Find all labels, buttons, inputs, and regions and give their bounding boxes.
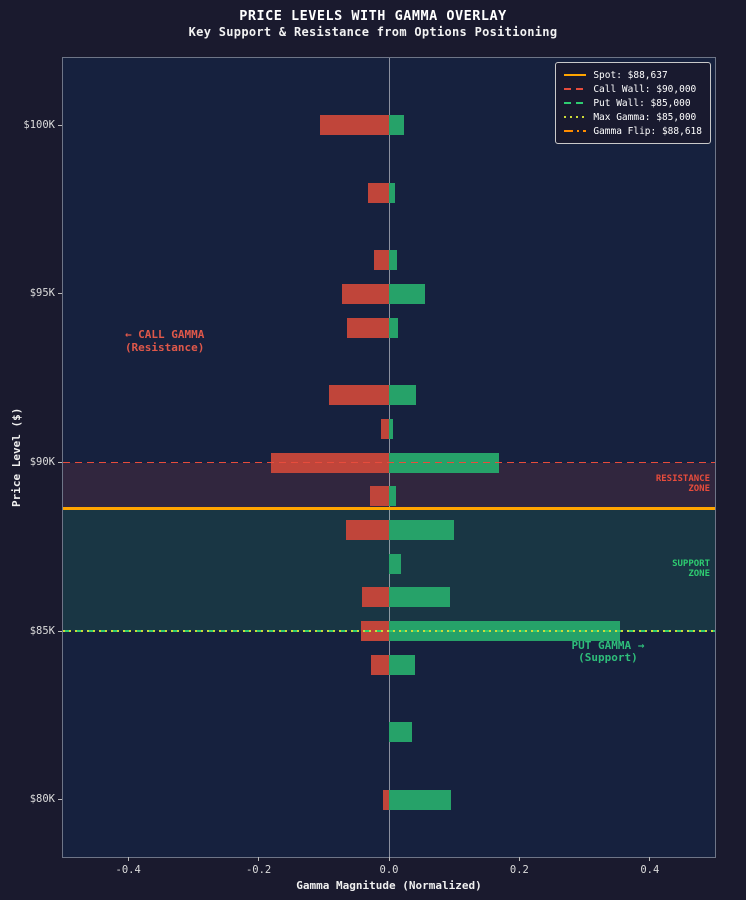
legend-label: Call Wall: $90,000 [593, 83, 697, 95]
put-gamma-bar [389, 115, 404, 136]
put-gamma-annotation: PUT GAMMA → (Support) [571, 638, 645, 665]
support-zone-label: SUPPORT ZONE [672, 558, 710, 579]
y-tick-label: $95K [29, 287, 55, 300]
x-tick-mark [518, 857, 520, 861]
resistance-zone-label: RESISTANCE ZONE [655, 474, 710, 495]
put-gamma-bar [389, 587, 450, 608]
y-tick-mark [58, 462, 62, 464]
legend-label: Max Gamma: $85,000 [593, 111, 697, 123]
legend-label: Spot: $88,637 [593, 69, 668, 81]
put-gamma-bar [389, 250, 397, 271]
legend-line-sample [564, 73, 587, 77]
call-gamma-bar [383, 789, 389, 810]
call-gamma-bar [345, 519, 389, 540]
x-tick-mark [127, 857, 129, 861]
put-gamma-bar [389, 789, 451, 810]
call-gamma-bar [319, 115, 389, 136]
call-gamma-bar [370, 486, 389, 507]
put-gamma-bar [389, 519, 455, 540]
plot-area: RESISTANCE ZONE SUPPORT ZONE ← CALL GAMMA … [62, 57, 716, 858]
spot-line [63, 507, 715, 510]
legend-item: Spot: $88,637 [564, 68, 702, 82]
call-gamma-bar [374, 250, 389, 271]
legend-item: Max Gamma: $85,000 [564, 110, 702, 124]
y-tick-mark [58, 630, 62, 632]
legend-label: Put Wall: $85,000 [593, 97, 691, 109]
y-tick-mark [58, 124, 62, 126]
call-gamma-bar [347, 317, 389, 338]
y-tick-label: $80K [29, 793, 55, 806]
call-gamma-annotation: ← CALL GAMMA (Resistance) [124, 328, 205, 354]
x-tick-mark [258, 857, 260, 861]
put-gamma-bar [389, 418, 393, 439]
x-tick-label: 0.4 [640, 864, 660, 876]
legend: Spot: $88,637 Call Wall: $90,000 Put Wall:… [555, 62, 711, 144]
call-gamma-bar [362, 587, 389, 608]
put-gamma-bar [389, 722, 412, 743]
x-axis-label: Gamma Magnitude (Normalized) [296, 879, 482, 892]
chart-title: PRICE LEVELS WITH GAMMA OVERLAY [239, 8, 507, 24]
call-gamma-bar [370, 654, 389, 675]
call-gamma-bar [368, 182, 389, 203]
legend-line-sample [564, 116, 587, 118]
call-wall-line [63, 461, 715, 464]
call-gamma-bar [329, 385, 389, 406]
x-tick-label: 0.2 [509, 864, 529, 876]
y-tick-label: $90K [29, 456, 55, 469]
put-gamma-bar [389, 283, 425, 304]
call-gamma-bar [342, 283, 389, 304]
legend-item: Put Wall: $85,000 [564, 96, 702, 110]
call-gamma-bar [381, 418, 389, 439]
y-tick-label: $85K [29, 624, 55, 637]
y-tick-label: $100K [23, 118, 55, 131]
legend-item: Call Wall: $90,000 [564, 82, 702, 96]
legend-item: Gamma Flip: $88,618 [564, 124, 702, 138]
x-tick-label: 0.0 [379, 864, 399, 876]
legend-line-sample [564, 130, 587, 132]
x-tick-label: -0.4 [115, 864, 141, 876]
put-gamma-bar [389, 486, 397, 507]
x-tick-mark [649, 857, 651, 861]
legend-line-sample [564, 102, 587, 104]
put-gamma-bar [389, 317, 399, 338]
put-gamma-bar [389, 385, 416, 406]
put-gamma-bar [389, 553, 401, 574]
y-tick-mark [58, 799, 62, 801]
max-gamma-line [63, 630, 715, 633]
put-gamma-bar [389, 182, 395, 203]
legend-label: Gamma Flip: $88,618 [593, 125, 702, 137]
x-tick-label: -0.2 [245, 864, 272, 876]
chart-subtitle: Key Support & Resistance from Options Po… [188, 25, 558, 39]
legend-line-sample [564, 88, 587, 90]
y-tick-mark [58, 293, 62, 295]
x-tick-mark [388, 857, 390, 861]
put-gamma-bar [389, 654, 416, 675]
